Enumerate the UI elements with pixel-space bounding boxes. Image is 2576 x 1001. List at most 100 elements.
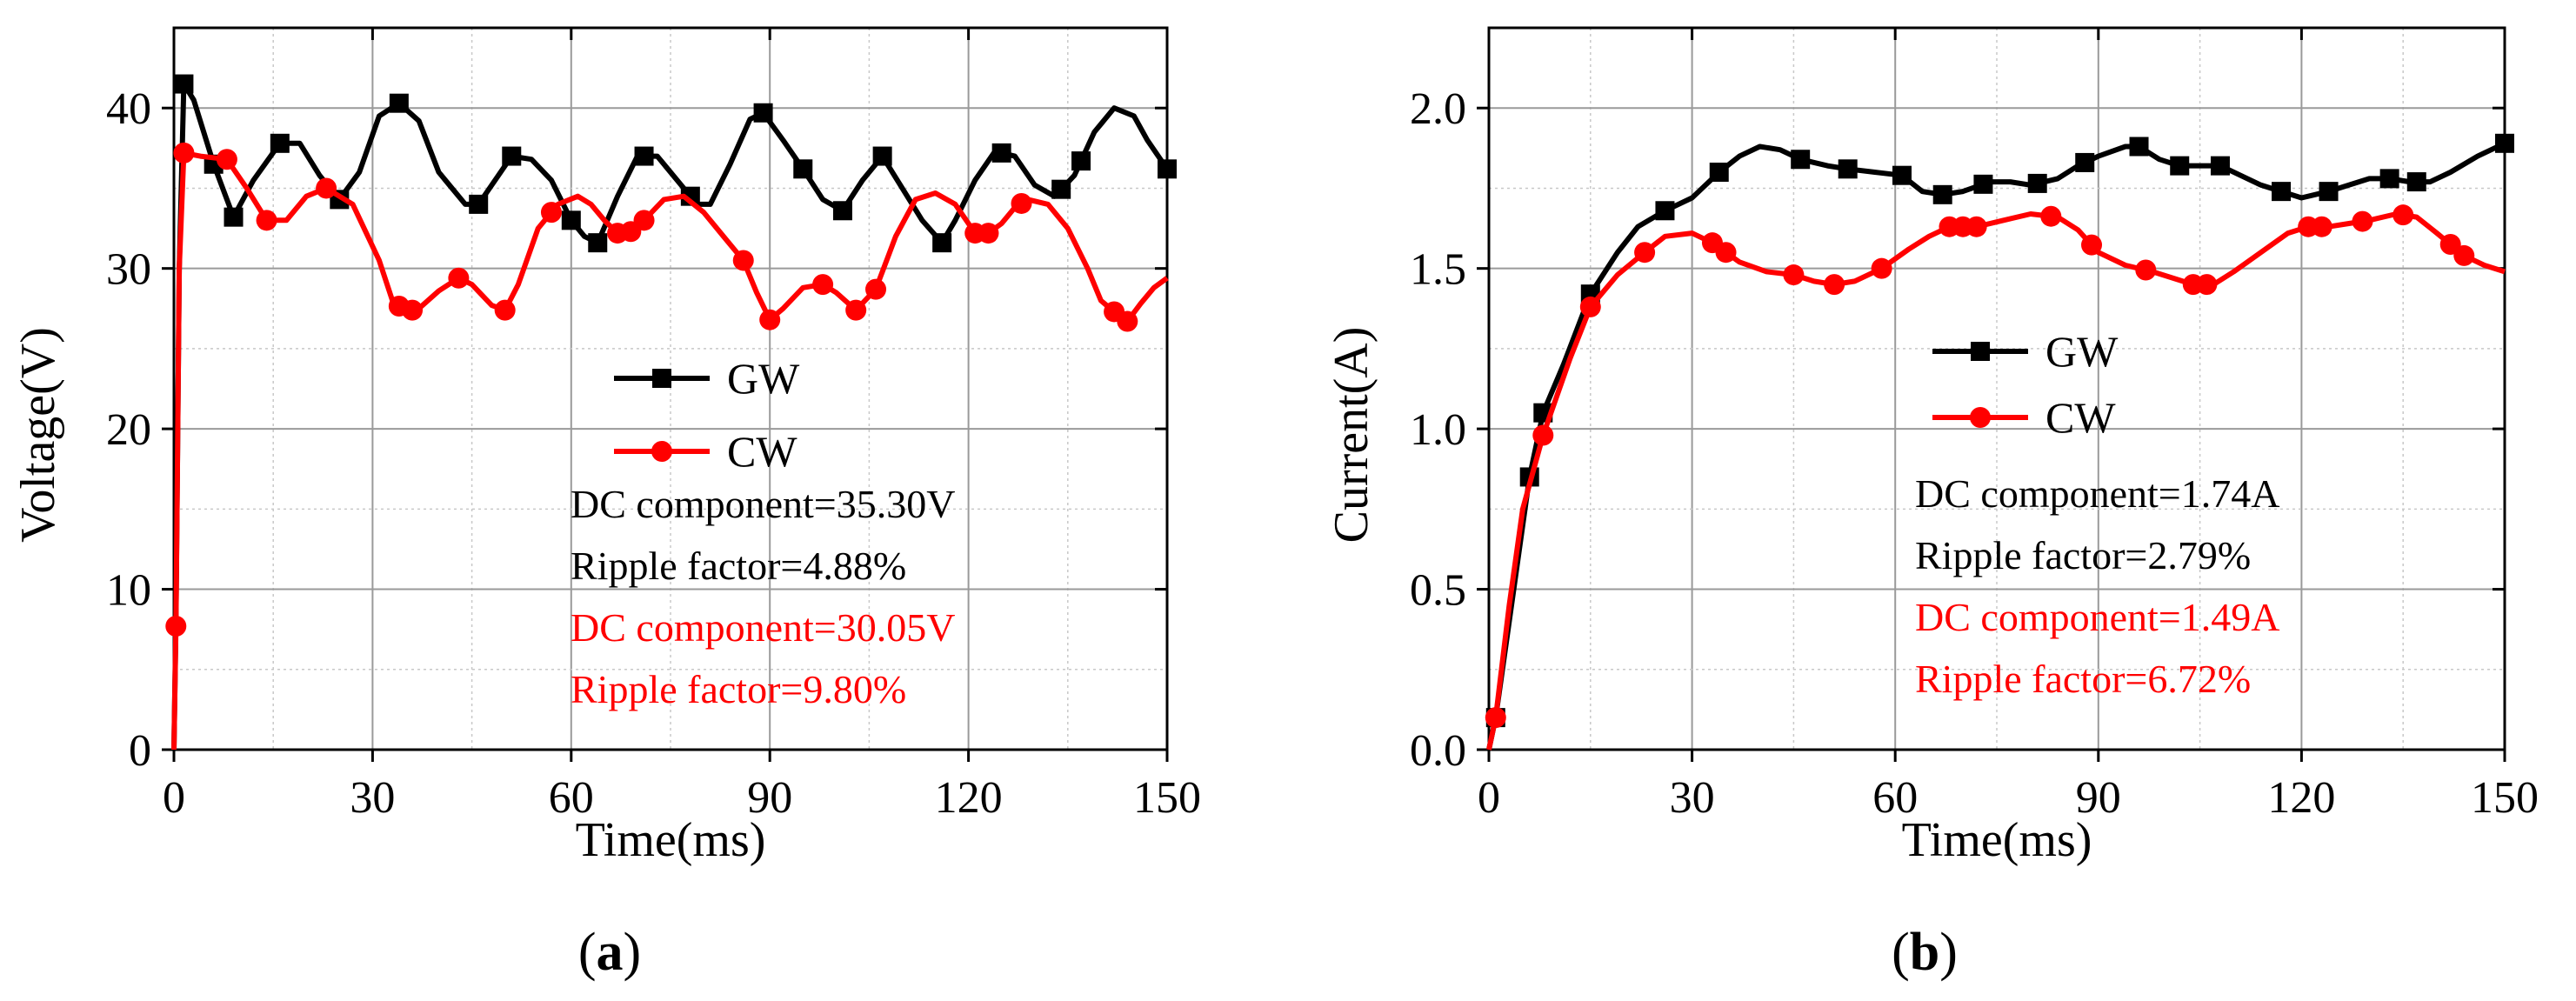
data-point xyxy=(1634,242,1656,264)
x-tick-label: 120 xyxy=(2267,773,2335,823)
x-axis-label: Time(ms) xyxy=(576,813,766,867)
data-point xyxy=(2272,182,2292,202)
x-tick-label: 60 xyxy=(549,773,594,823)
legend-label: CW xyxy=(727,427,797,476)
y-tick-label: 30 xyxy=(106,245,151,295)
data-point xyxy=(1579,296,1601,317)
x-tick-label: 150 xyxy=(2471,773,2539,823)
x-tick-label: 150 xyxy=(1133,773,1201,823)
data-point xyxy=(1973,174,1993,194)
data-point xyxy=(634,146,654,166)
legend: GW CW xyxy=(1932,327,2119,442)
y-tick-label: 1.5 xyxy=(1410,245,1466,295)
data-point xyxy=(1709,163,1729,182)
legend-marker xyxy=(651,441,672,462)
data-point xyxy=(2495,133,2514,153)
legend-marker xyxy=(652,369,671,388)
y-tick-label: 40 xyxy=(106,84,151,134)
data-point xyxy=(502,146,522,166)
data-point xyxy=(2196,274,2218,296)
data-point xyxy=(2210,156,2230,176)
data-point xyxy=(256,210,277,231)
series-cw xyxy=(165,142,1169,751)
data-point xyxy=(978,223,999,244)
annotation-text: DC component=1.49A xyxy=(1915,595,2279,639)
x-tick-label: 30 xyxy=(350,773,395,823)
data-point xyxy=(732,250,754,271)
data-point xyxy=(2075,152,2095,172)
annotation-text: Ripple factor=9.80% xyxy=(571,667,906,711)
x-tick-label: 90 xyxy=(747,773,792,823)
data-point xyxy=(561,210,581,230)
data-point xyxy=(2311,216,2332,237)
data-point xyxy=(1158,159,1177,179)
data-point xyxy=(1838,159,1858,179)
panel-label: (a) xyxy=(578,923,641,982)
data-point xyxy=(1655,201,1675,221)
y-tick-label: 20 xyxy=(106,405,151,455)
data-point xyxy=(793,159,813,179)
y-tick-label: 10 xyxy=(106,566,151,616)
data-point xyxy=(2027,173,2047,193)
data-point xyxy=(270,133,290,153)
data-point xyxy=(1932,184,1952,204)
data-point xyxy=(174,74,194,94)
data-point xyxy=(2392,204,2414,226)
x-tick-label: 0 xyxy=(163,773,185,823)
data-point xyxy=(1051,179,1071,199)
data-point xyxy=(2170,156,2190,176)
y-tick-label: 0.5 xyxy=(1410,566,1466,616)
panel-label-close: ) xyxy=(624,923,642,982)
data-point xyxy=(1783,264,1805,286)
data-point xyxy=(633,210,655,231)
data-point xyxy=(1715,242,1737,264)
data-point xyxy=(402,299,424,321)
x-tick-label: 60 xyxy=(1872,773,1918,823)
annotation-text: DC component=1.74A xyxy=(1915,471,2279,516)
series-cw xyxy=(1485,204,2506,751)
panel-label-open: ( xyxy=(578,923,597,982)
data-point xyxy=(588,233,608,253)
panel-label: (b) xyxy=(1892,923,1958,982)
legend-marker xyxy=(1970,407,1991,428)
data-point xyxy=(872,146,892,166)
data-point xyxy=(932,233,952,253)
data-point xyxy=(2129,137,2149,157)
y-axis-label: Current(A) xyxy=(1325,327,1378,544)
legend-label: GW xyxy=(727,354,800,403)
grid xyxy=(174,28,1167,750)
data-point xyxy=(1532,424,1554,446)
data-point xyxy=(2406,172,2426,192)
data-point xyxy=(2379,169,2399,189)
y-axis-label: Voltage(V) xyxy=(11,327,65,543)
data-point xyxy=(1871,257,1892,279)
panel-label-close: ) xyxy=(1939,923,1958,982)
x-tick-label: 120 xyxy=(935,773,1003,823)
plot-frame xyxy=(172,26,1169,751)
data-point xyxy=(753,103,773,123)
data-point xyxy=(540,202,562,224)
y-tick-label: 0 xyxy=(129,726,151,776)
panel-label-letter: b xyxy=(1910,923,1939,982)
data-point xyxy=(1965,216,1987,237)
data-point xyxy=(1071,151,1091,171)
panel-label-letter: a xyxy=(597,923,624,982)
series-gw xyxy=(171,74,1177,751)
panel-label-open: ( xyxy=(1892,923,1910,982)
plot-frame xyxy=(1487,26,2506,751)
data-point xyxy=(448,267,470,289)
y-tick-label: 2.0 xyxy=(1410,84,1466,134)
y-tick-label: 1.0 xyxy=(1410,405,1466,455)
annotation-text: Ripple factor=4.88% xyxy=(571,544,906,588)
data-point xyxy=(1824,274,1845,296)
data-point xyxy=(1892,165,1912,185)
data-point xyxy=(1791,150,1811,170)
data-point xyxy=(2081,234,2103,256)
data-point xyxy=(316,177,337,199)
data-point xyxy=(216,149,237,170)
x-tick-label: 90 xyxy=(2076,773,2121,823)
data-point xyxy=(224,207,244,227)
data-point xyxy=(832,201,852,221)
data-point xyxy=(494,299,516,321)
